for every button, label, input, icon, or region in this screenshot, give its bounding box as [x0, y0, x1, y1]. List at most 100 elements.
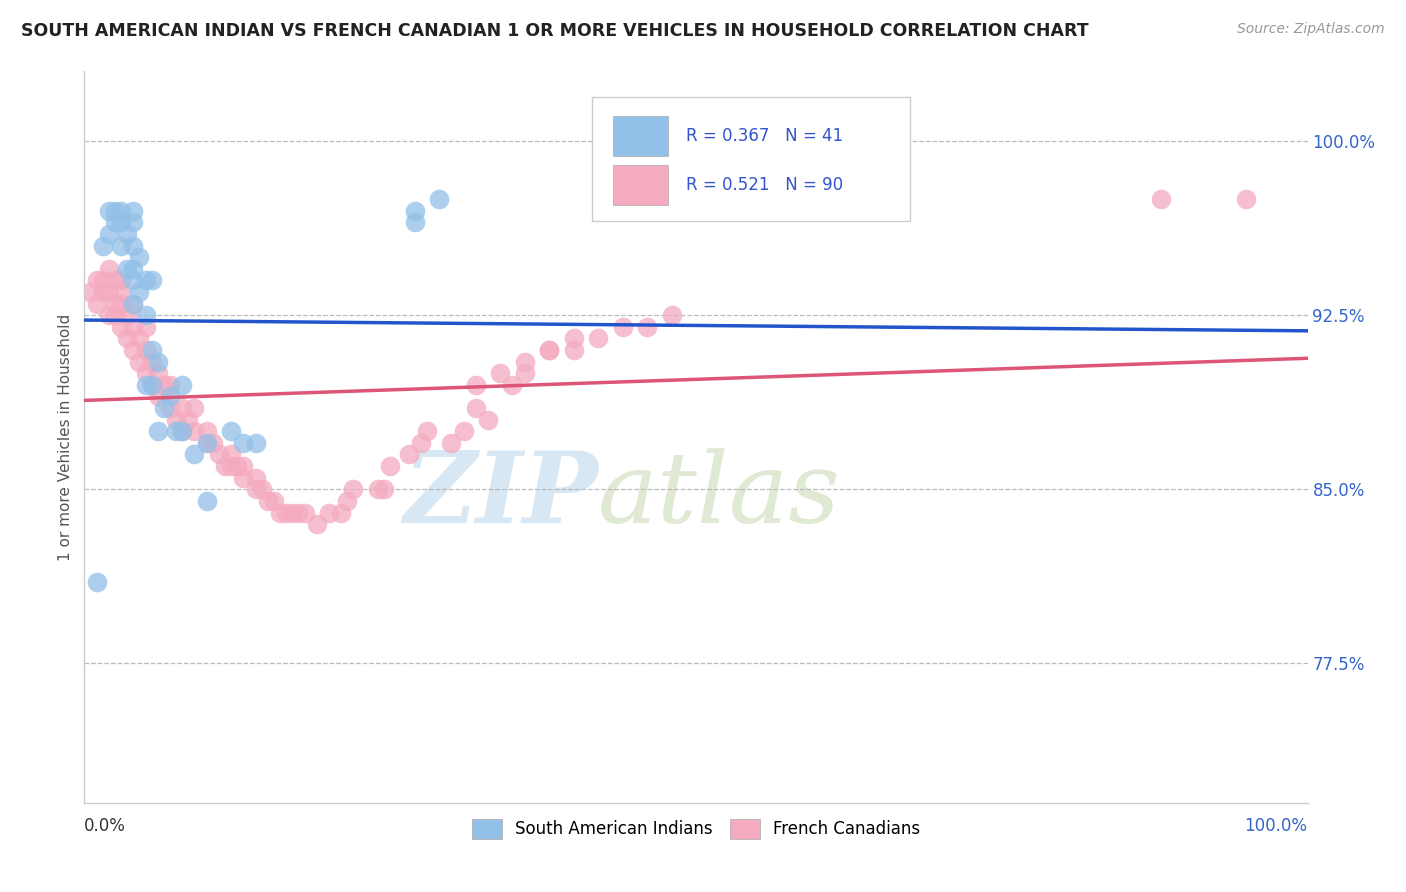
- Point: [489, 366, 512, 380]
- Point: [97, 227, 120, 241]
- Point: [110, 203, 132, 218]
- Text: ZIP: ZIP: [404, 448, 598, 544]
- Text: Source: ZipAtlas.com: Source: ZipAtlas.com: [1237, 22, 1385, 37]
- Point: [141, 377, 163, 392]
- Point: [122, 203, 145, 218]
- Point: [464, 401, 486, 415]
- Point: [636, 319, 658, 334]
- Text: SOUTH AMERICAN INDIAN VS FRENCH CANADIAN 1 OR MORE VEHICLES IN HOUSEHOLD CORRELA: SOUTH AMERICAN INDIAN VS FRENCH CANADIAN…: [21, 22, 1088, 40]
- Point: [159, 377, 181, 392]
- Point: [367, 483, 389, 497]
- Point: [245, 483, 267, 497]
- Point: [159, 401, 181, 415]
- Point: [195, 436, 218, 450]
- Point: [146, 366, 169, 380]
- Point: [153, 401, 176, 415]
- Point: [538, 343, 561, 357]
- Point: [177, 412, 200, 426]
- Point: [208, 448, 231, 462]
- Point: [91, 285, 114, 299]
- Y-axis label: 1 or more Vehicles in Household: 1 or more Vehicles in Household: [58, 313, 73, 561]
- Point: [91, 238, 114, 252]
- Point: [214, 459, 236, 474]
- Point: [427, 192, 450, 206]
- Point: [232, 459, 254, 474]
- Point: [250, 483, 273, 497]
- Point: [104, 273, 127, 287]
- Point: [1236, 192, 1258, 206]
- Point: [342, 483, 364, 497]
- Point: [135, 377, 157, 392]
- Point: [115, 227, 138, 241]
- Text: R = 0.521   N = 90: R = 0.521 N = 90: [686, 176, 844, 194]
- Point: [538, 343, 561, 357]
- Point: [122, 296, 145, 310]
- Point: [128, 331, 150, 345]
- Point: [115, 331, 138, 345]
- Point: [135, 273, 157, 287]
- Point: [128, 250, 150, 264]
- Point: [330, 506, 353, 520]
- Point: [409, 436, 432, 450]
- Point: [122, 238, 145, 252]
- Point: [195, 494, 218, 508]
- Point: [380, 459, 402, 474]
- Point: [122, 261, 145, 276]
- Point: [104, 296, 127, 310]
- Point: [172, 377, 194, 392]
- Point: [110, 296, 132, 310]
- Point: [183, 424, 205, 438]
- Point: [122, 273, 145, 287]
- Point: [477, 412, 499, 426]
- Legend: South American Indians, French Canadians: South American Indians, French Canadians: [465, 812, 927, 846]
- Text: 0.0%: 0.0%: [84, 817, 127, 836]
- Point: [141, 354, 163, 368]
- Point: [305, 517, 328, 532]
- Point: [232, 436, 254, 450]
- Point: [195, 436, 218, 450]
- Text: atlas: atlas: [598, 448, 841, 543]
- Point: [281, 506, 304, 520]
- Point: [183, 401, 205, 415]
- Point: [586, 331, 609, 345]
- Point: [141, 377, 163, 392]
- Point: [135, 366, 157, 380]
- Point: [612, 319, 634, 334]
- Point: [398, 448, 420, 462]
- Point: [97, 203, 120, 218]
- Point: [110, 285, 132, 299]
- Point: [122, 296, 145, 310]
- Point: [135, 319, 157, 334]
- Point: [135, 343, 157, 357]
- Point: [502, 377, 524, 392]
- Point: [318, 506, 340, 520]
- Point: [159, 389, 181, 403]
- Point: [91, 273, 114, 287]
- Point: [104, 203, 127, 218]
- Point: [562, 343, 585, 357]
- Point: [219, 459, 242, 474]
- Point: [110, 273, 132, 287]
- Point: [79, 285, 101, 299]
- Point: [257, 494, 280, 508]
- Point: [122, 215, 145, 229]
- Point: [440, 436, 463, 450]
- Point: [373, 483, 395, 497]
- Point: [562, 331, 585, 345]
- Point: [104, 215, 127, 229]
- Point: [513, 354, 536, 368]
- Point: [336, 494, 359, 508]
- Point: [97, 261, 120, 276]
- Point: [141, 343, 163, 357]
- Point: [104, 308, 127, 322]
- Point: [97, 285, 120, 299]
- Point: [245, 436, 267, 450]
- Point: [172, 424, 194, 438]
- Point: [110, 238, 132, 252]
- Point: [226, 459, 249, 474]
- Point: [86, 296, 108, 310]
- Point: [153, 377, 176, 392]
- Point: [1150, 192, 1173, 206]
- Point: [110, 215, 132, 229]
- Point: [97, 308, 120, 322]
